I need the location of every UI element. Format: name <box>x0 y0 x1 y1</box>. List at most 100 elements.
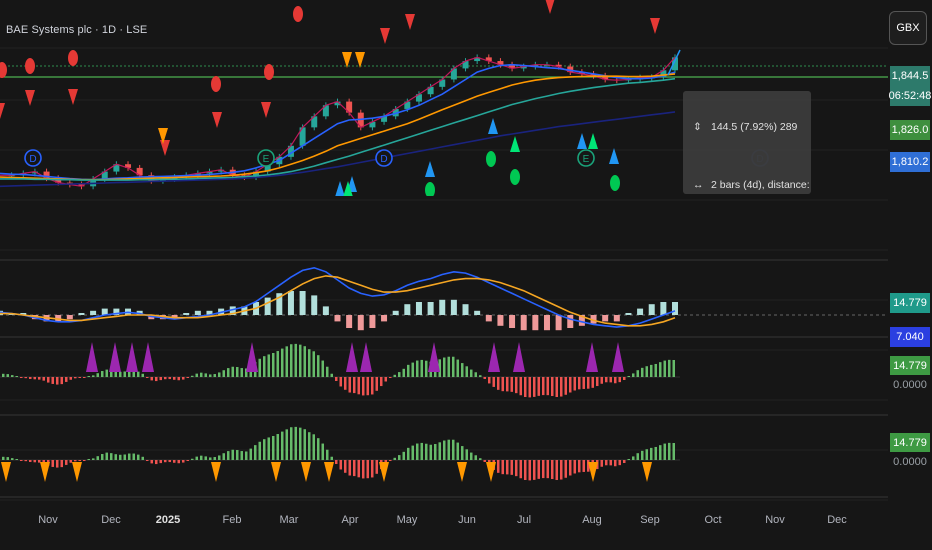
oscillator-a-bar <box>47 377 50 383</box>
oscillator-a-bar <box>119 371 122 377</box>
oscillator-b-bar <box>659 445 662 460</box>
sell-signal-arrow <box>0 103 5 119</box>
price-axis-label: 14.779 <box>890 356 930 376</box>
cross-signal-arrow <box>513 342 525 372</box>
oscillator-b-bar <box>560 460 563 480</box>
oscillator-a-bar <box>159 377 162 381</box>
candle-body <box>218 169 225 172</box>
oscillator-b-bar <box>56 460 59 468</box>
oscillator-b-bar <box>276 434 279 460</box>
candle-body <box>253 171 260 178</box>
x-axis-month-label: Nov <box>38 514 58 526</box>
oscillator-b-bar <box>537 460 540 479</box>
macd-histogram-bar <box>590 315 597 324</box>
oscillator-signal-arrow <box>486 462 496 482</box>
event-badge-letter: E <box>583 154 590 165</box>
candle-body <box>474 57 481 62</box>
oscillator-b-bar <box>195 456 198 460</box>
oscillator-b-bar <box>240 451 243 460</box>
oscillator-a-bar <box>591 377 594 388</box>
oscillator-a-bar <box>627 376 630 377</box>
oscillator-a-bar <box>276 351 279 377</box>
x-axis-month-label: Dec <box>827 514 847 526</box>
oscillator-a-bar <box>659 362 662 377</box>
cross-signal-arrow <box>246 342 258 372</box>
candle-body <box>450 68 457 80</box>
sell-signal-dot <box>211 76 221 92</box>
oscillator-a-bar <box>470 369 473 377</box>
price-series-sma50-line <box>0 73 676 181</box>
oscillator-b-bar <box>636 453 639 460</box>
oscillator-b-bar <box>447 439 450 460</box>
oscillator-a-bar <box>101 371 104 377</box>
oscillator-a-bar <box>596 377 599 387</box>
oscillator-a-bar <box>344 377 347 390</box>
oscillator-a-bar <box>353 377 356 394</box>
candle-body <box>462 61 469 69</box>
oscillator-b-bar <box>605 460 608 466</box>
oscillator-b-bar <box>6 457 9 460</box>
oscillator-b-bar <box>564 460 567 478</box>
oscillator-a-bar <box>200 372 203 377</box>
oscillator-a-bar <box>137 371 140 377</box>
oscillator-signal-arrow <box>271 462 281 482</box>
oscillator-b-bar <box>672 442 675 460</box>
oscillator-a-bar <box>96 373 99 377</box>
oscillator-b-bar <box>2 456 5 460</box>
event-badge-letter: E <box>263 154 270 165</box>
oscillator-b-bar <box>222 453 225 460</box>
oscillator-b-bar <box>546 460 549 479</box>
oscillator-a-bar <box>155 377 158 382</box>
oscillator-a-bar <box>636 370 639 377</box>
macd-histogram-bar <box>183 313 190 315</box>
oscillator-a-bar <box>416 360 419 377</box>
sell-signal-arrow <box>68 89 78 105</box>
currency-button[interactable]: GBX <box>889 11 927 45</box>
oscillator-a-bar <box>227 368 230 377</box>
oscillator-a-bar <box>65 377 68 382</box>
oscillator-b-bar <box>389 460 392 461</box>
oscillator-a-bar <box>123 371 126 377</box>
oscillator-b-bar <box>402 451 405 460</box>
macd-histogram-bar <box>578 315 585 326</box>
oscillator-a-bar <box>15 376 18 377</box>
candle-body <box>31 171 38 174</box>
macd-histogram-bar <box>55 315 62 322</box>
oscillator-b-bar <box>168 460 171 463</box>
oscillator-b-bar <box>335 460 338 464</box>
candle-body <box>206 171 213 174</box>
oscillator-b-bar <box>398 455 401 460</box>
oscillator-a-bar <box>168 377 171 380</box>
oscillator-b-bar <box>285 429 288 460</box>
oscillator-b-bar <box>101 454 104 460</box>
oscillator-b-bar <box>663 443 666 460</box>
oscillator-b-bar <box>69 460 72 463</box>
candle-body <box>78 184 85 187</box>
candle-body <box>381 116 388 122</box>
oscillator-signal-arrow <box>642 462 652 482</box>
oscillator-a-bar <box>402 368 405 377</box>
oscillator-b-bar <box>375 460 378 474</box>
macd-histogram-bar <box>229 306 236 315</box>
oscillator-b-bar <box>573 460 576 474</box>
oscillator-b-bar <box>258 441 261 460</box>
price-axis-label: 06:52:48 <box>889 86 931 106</box>
oscillator-b-bar <box>645 449 648 460</box>
oscillator-a-bar <box>533 377 536 397</box>
oscillator-b-bar <box>29 460 32 463</box>
oscillator-a-bar <box>164 377 167 380</box>
oscillator-a-bar <box>33 377 36 380</box>
oscillator-b-bar <box>209 457 212 460</box>
oscillator-a-bar <box>182 377 185 380</box>
price-axis-label: 1,826.0 <box>890 120 930 140</box>
oscillator-b-bar <box>614 460 617 467</box>
oscillator-a-bar <box>510 377 513 392</box>
oscillator-a-bar <box>623 377 626 380</box>
oscillator-a-bar <box>582 377 585 389</box>
oscillator-a-bar <box>299 344 302 377</box>
oscillator-a-bar <box>555 377 558 398</box>
oscillator-signal-arrow <box>211 462 221 482</box>
candle-body <box>136 167 143 176</box>
oscillator-b-bar <box>38 460 41 463</box>
candle-body <box>299 127 306 146</box>
